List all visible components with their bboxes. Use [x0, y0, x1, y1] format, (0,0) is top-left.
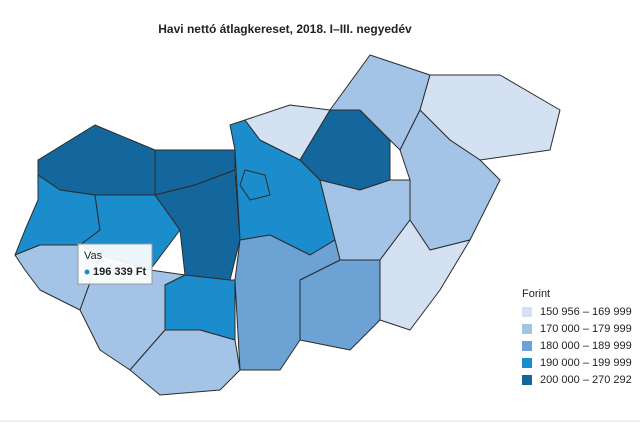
county[interactable] — [379, 219, 471, 331]
county[interactable] — [129, 329, 241, 396]
legend-label: 190 000 – 199 999 — [540, 357, 632, 369]
county[interactable] — [154, 169, 241, 281]
tooltip-value: 196 339 Ft — [93, 266, 147, 278]
legend-swatch — [522, 324, 532, 334]
legend-label: 180 000 – 189 999 — [540, 340, 632, 352]
map-title: Havi nettó átlagkereset, 2018. I–III. ne… — [158, 22, 412, 36]
legend-swatch — [522, 341, 532, 351]
legend-swatch — [522, 358, 532, 368]
legend-title: Forint — [522, 288, 550, 300]
legend-label: 200 000 – 270 292 — [540, 374, 632, 386]
legend-swatch — [522, 375, 532, 385]
legend-swatch — [522, 307, 532, 317]
legend: Forint 150 956 – 169 999 170 000 – 179 99… — [522, 288, 632, 386]
tooltip-name: Vas — [84, 250, 103, 262]
map — [14, 54, 561, 396]
county[interactable] — [239, 169, 271, 201]
county[interactable] — [234, 234, 341, 371]
tooltip-box — [77, 243, 153, 285]
tooltip: Vas 196 339 Ft — [77, 243, 153, 285]
legend-label: 170 000 – 179 999 — [540, 323, 632, 335]
tooltip-bullet — [84, 269, 90, 275]
county[interactable] — [37, 124, 156, 196]
legend-label: 150 956 – 169 999 — [540, 306, 632, 318]
